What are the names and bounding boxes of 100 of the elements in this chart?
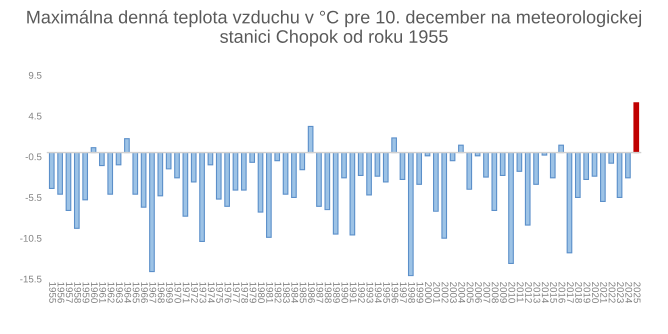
x-tick-label: 2022 [608, 282, 616, 303]
bar [416, 152, 422, 185]
x-tick-label: 2003 [450, 282, 457, 303]
x-tick-label: 1971 [182, 282, 190, 303]
x-tick-label: 1969 [166, 282, 173, 303]
x-tick-label: 2017 [566, 282, 574, 303]
x-tick-label: 2020 [592, 282, 599, 303]
bar [216, 152, 222, 200]
x-tick-label: 1957 [66, 282, 73, 303]
x-tick-label: 1991 [350, 282, 357, 303]
x-tick-label: 1972 [191, 282, 198, 303]
bar [616, 152, 622, 198]
bar [116, 152, 122, 166]
x-tick-label: 1989 [333, 282, 340, 303]
x-tick-label: 1976 [224, 282, 232, 303]
x-tick-label: 1981 [266, 282, 274, 303]
bar [332, 152, 339, 235]
bar [199, 152, 205, 242]
bar [516, 152, 522, 172]
bar [458, 144, 464, 154]
y-tick-label: 4.5 [28, 112, 42, 120]
x-tick-label: 1999 [416, 282, 424, 303]
bar [166, 152, 172, 170]
x-tick-label: 1985 [300, 282, 307, 303]
bar [466, 152, 472, 190]
x-tick-label: 2010 [508, 282, 516, 303]
x-tick-label: 2025 [634, 282, 641, 303]
bar [366, 152, 372, 196]
bar [90, 147, 96, 154]
x-tick-label: 1984 [291, 282, 298, 304]
bar [592, 152, 598, 177]
x-tick-label: 1958 [74, 282, 82, 303]
y-tick-label: -0.5 [26, 153, 42, 160]
x-tick-label: 2007 [483, 282, 490, 303]
bar [282, 152, 288, 195]
bar [391, 137, 397, 154]
bar [350, 152, 356, 236]
x-tick-label: 1997 [400, 282, 407, 303]
x-tick-label: 1980 [258, 282, 265, 303]
x-tick-label: 2013 [533, 282, 540, 303]
bar [157, 152, 164, 196]
x-tick-label: 2000 [424, 282, 432, 303]
bar [190, 152, 197, 182]
bar [583, 152, 590, 180]
x-tick-label: 2015 [550, 282, 558, 303]
x-tick-label: 1973 [199, 282, 206, 303]
x-tick-label: 1962 [108, 282, 114, 303]
x-tick-label: 2004 [458, 282, 466, 304]
y-tick-label: -5.5 [26, 194, 42, 202]
bar [600, 152, 606, 202]
bar [224, 152, 230, 207]
bar [107, 152, 114, 195]
x-tick-label: 1983 [282, 282, 290, 303]
x-tick-label: 1993 [366, 282, 374, 303]
bar [316, 152, 322, 207]
x-tick-label: 1963 [116, 282, 123, 303]
bar [382, 152, 389, 182]
x-tick-label: 1988 [324, 282, 332, 303]
bar [174, 152, 180, 178]
bar [566, 152, 572, 254]
bar [308, 126, 314, 154]
bar [140, 152, 146, 208]
x-tick-label: 2023 [616, 282, 624, 303]
bar [441, 152, 448, 239]
bar [182, 152, 188, 217]
bar [82, 152, 88, 200]
bar [374, 152, 380, 177]
x-tick-label: 1967 [149, 282, 156, 303]
x-tick-label: 1998 [408, 282, 416, 303]
x-tick-label: 2021 [600, 282, 608, 303]
x-tick-label: 2011 [516, 282, 524, 302]
x-tick-label: 1956 [58, 282, 64, 303]
x-tick-label: 2019 [584, 282, 590, 303]
x-tick-label: 1994 [374, 282, 382, 304]
bar [508, 152, 514, 264]
bar [574, 152, 581, 198]
x-tick-label: 1961 [99, 282, 106, 303]
bar [625, 152, 631, 178]
bar [358, 152, 364, 176]
bar [483, 152, 489, 178]
x-tick-label: 2005 [466, 282, 474, 303]
x-tick-label: 2018 [575, 282, 582, 303]
bar [208, 152, 214, 166]
x-tick-label: 1964 [124, 282, 132, 304]
x-tick-label: 2012 [525, 282, 532, 303]
x-tick-label: 1974 [208, 282, 215, 304]
x-tick-label: 1965 [132, 282, 140, 303]
x-tick-label: 2009 [500, 282, 507, 303]
bar [433, 152, 439, 212]
y-tick-label: 9.5 [28, 72, 42, 79]
bar [74, 152, 80, 229]
x-tick-label: 1995 [383, 282, 390, 303]
x-tick-label: 1959 [82, 282, 90, 303]
x-tick-label: 1960 [90, 282, 98, 303]
chart-title: Maximálna denná teplota vzduchu v °C pre 10. december na meteorologickej stanici Chopok od roku 1955 [27, 10, 642, 47]
x-tick-label: 1996 [392, 282, 398, 303]
x-tick-label: 1968 [158, 282, 165, 303]
x-tick-label: 2006 [475, 282, 482, 303]
x-tick-label: 1986 [308, 282, 315, 303]
bar [124, 138, 130, 154]
